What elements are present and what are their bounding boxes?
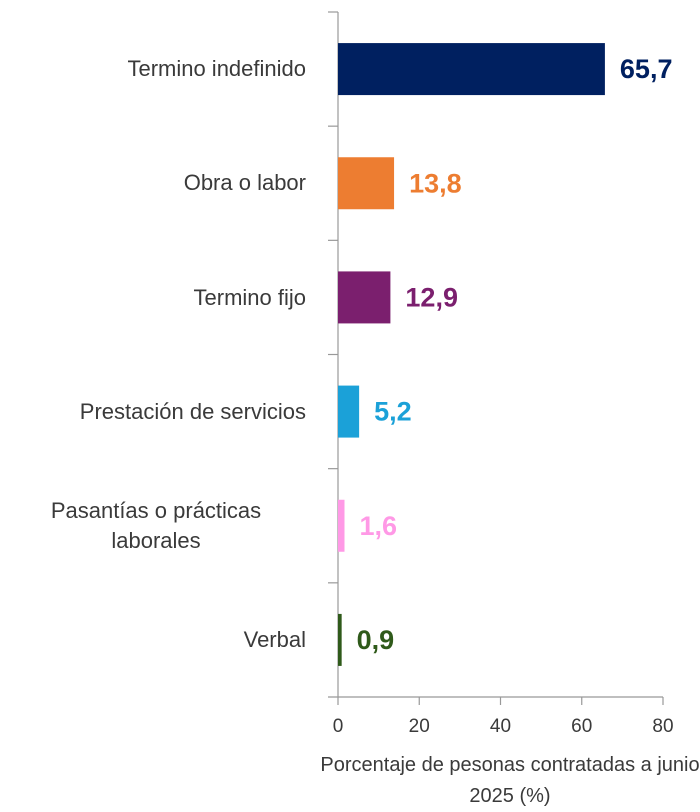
value-label: 0,9 <box>357 625 395 655</box>
bar <box>338 43 605 96</box>
category-text: Termino indefinido <box>127 56 306 82</box>
y-tick-label: Prestación de servicios <box>0 355 306 469</box>
y-tick-label: Termino fijo <box>0 240 306 354</box>
category-text: Termino fijo <box>193 284 306 310</box>
category-text: Verbal <box>243 627 306 653</box>
y-tick-label: Obra o labor <box>0 126 306 240</box>
x-tick-label: 0 <box>333 716 344 737</box>
y-tick-label: Termino indefinido <box>0 12 306 126</box>
x-tick-label: 40 <box>490 716 511 737</box>
y-tick-label: Verbal <box>0 583 306 697</box>
category-text: Prestación de servicios <box>79 398 306 424</box>
bar <box>338 499 345 552</box>
value-label: 12,9 <box>405 283 458 313</box>
value-label: 65,7 <box>620 54 673 84</box>
x-tick-label: 60 <box>571 716 592 737</box>
category-text: Pasantías o prácticas laborales <box>50 498 262 553</box>
x-axis-label: Porcentaje de pesonas contratadas a juni… <box>320 754 700 807</box>
category-text: Obra o labor <box>183 170 306 196</box>
value-label: 5,2 <box>374 397 412 427</box>
bar <box>338 157 395 210</box>
bar <box>338 385 360 438</box>
x-tick-label: 80 <box>652 716 673 737</box>
bar <box>338 271 391 324</box>
x-tick-label: 20 <box>409 716 430 737</box>
value-label: 13,8 <box>409 168 462 198</box>
value-label: 1,6 <box>360 511 398 541</box>
bar <box>338 613 342 666</box>
y-tick-label: Pasantías o prácticas laborales <box>0 469 306 583</box>
